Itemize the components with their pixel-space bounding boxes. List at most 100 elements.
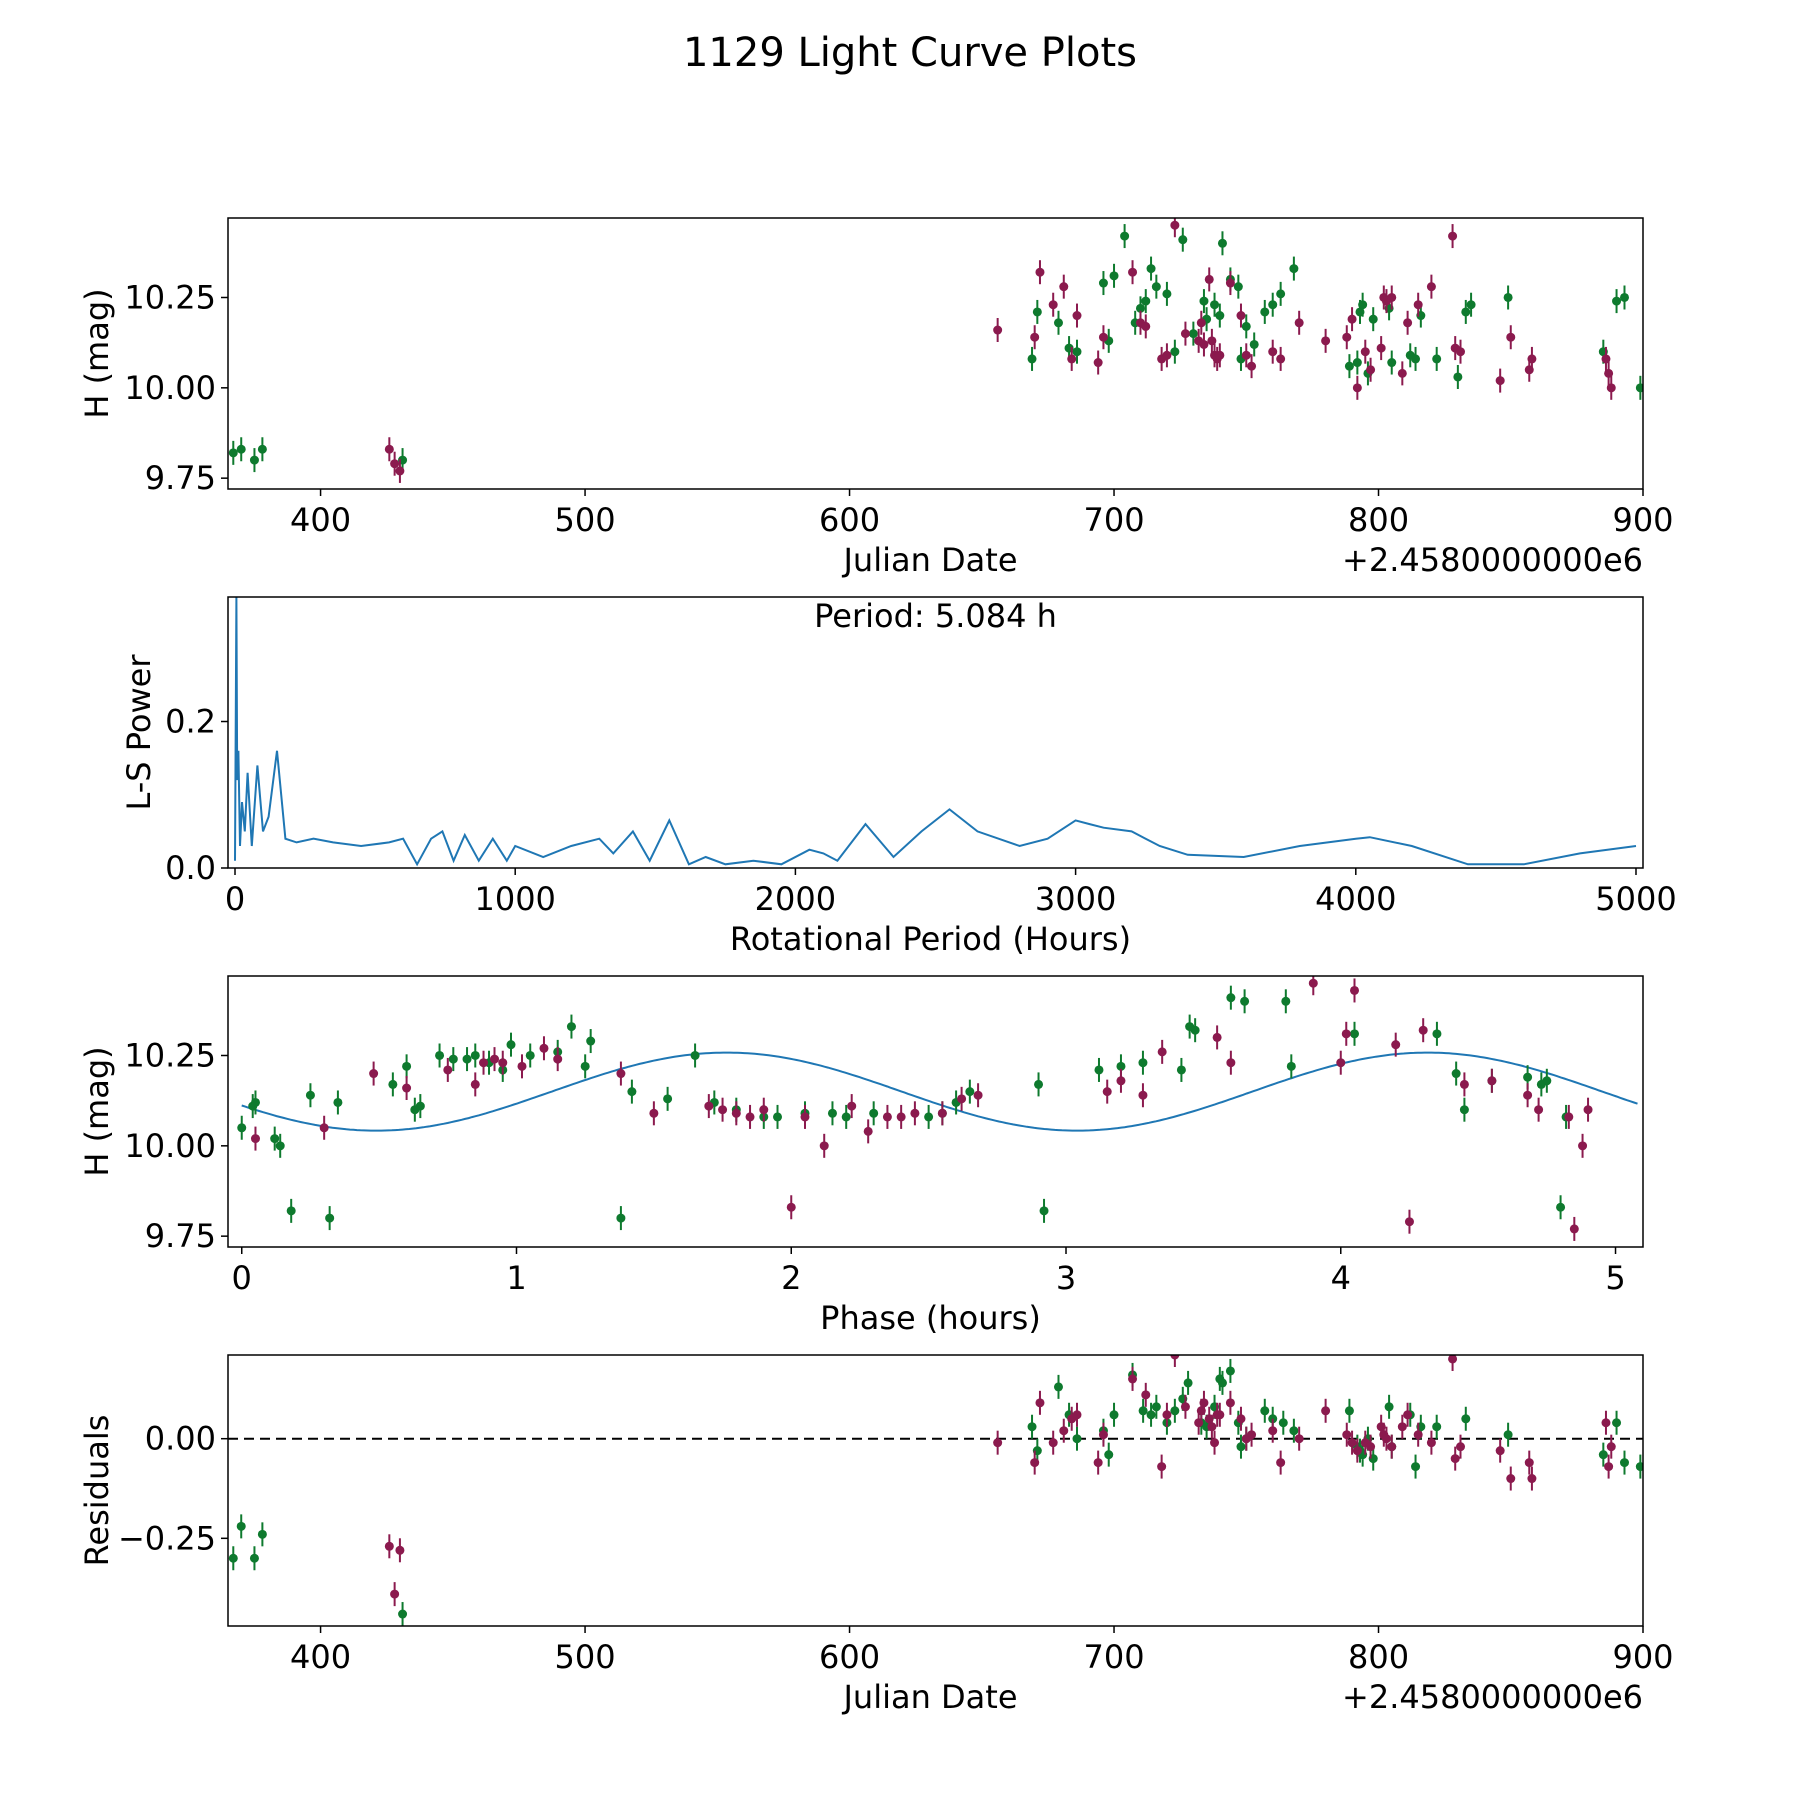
data-point (1199, 1398, 1209, 1408)
y-tick-label: −0.25 (118, 1519, 216, 1557)
data-point (1524, 1458, 1534, 1468)
data-point (1162, 289, 1172, 299)
data-point (1384, 1402, 1394, 1412)
data-point (1027, 354, 1037, 364)
data-point (993, 325, 1003, 335)
x-axis-label: Julian Date (841, 1678, 1017, 1716)
data-point (1403, 318, 1413, 328)
data-point (1448, 1355, 1458, 1364)
data-point (257, 1529, 267, 1539)
data-point (1381, 1434, 1391, 1444)
x-tick-label: 700 (1083, 1638, 1144, 1676)
data-point (250, 1134, 260, 1144)
data-point (1225, 278, 1235, 288)
data-point (1241, 350, 1251, 360)
data-point (1098, 332, 1108, 342)
data-point (924, 1112, 934, 1122)
data-point (1128, 267, 1138, 277)
data-point (448, 1054, 458, 1064)
data-point (863, 1126, 873, 1136)
data-point (1183, 1378, 1193, 1388)
data-point (539, 1043, 549, 1053)
y-axis-label: H (mag) (78, 1046, 116, 1176)
data-point (1210, 300, 1220, 310)
data-point (1199, 339, 1209, 349)
data-point (896, 1112, 906, 1122)
data-point (1098, 1430, 1108, 1440)
data-point (773, 1112, 783, 1122)
data-point (470, 1079, 480, 1089)
data-point (325, 1213, 335, 1223)
data-point (435, 1050, 445, 1060)
y-axis-label: H (mag) (78, 288, 116, 418)
data-point (1141, 321, 1151, 331)
data-point (470, 1050, 480, 1060)
data-point (1094, 1065, 1104, 1075)
data-point (759, 1105, 769, 1115)
data-point (1059, 1426, 1069, 1436)
x-axis-label: Rotational Period (Hours) (730, 920, 1131, 958)
data-point (566, 1022, 576, 1032)
data-point (388, 1079, 398, 1089)
data-point (1059, 282, 1069, 292)
x-tick-label: 5 (1605, 1259, 1625, 1297)
data-point (1072, 347, 1082, 357)
data-point (1027, 1422, 1037, 1432)
data-point (1128, 1374, 1138, 1384)
data-point (1170, 347, 1180, 357)
data-point (525, 1050, 535, 1060)
data-point (1352, 358, 1362, 368)
data-point (1619, 1458, 1629, 1468)
data-point (690, 1050, 700, 1060)
data-point (1268, 1426, 1278, 1436)
data-point (1109, 1410, 1119, 1420)
data-point (1138, 1058, 1148, 1068)
data-point (1604, 1462, 1614, 1472)
data-point (1215, 311, 1225, 321)
data-point (384, 1541, 394, 1551)
data-point (1032, 307, 1042, 317)
data-point (1240, 996, 1250, 1006)
data-point (1404, 1217, 1414, 1227)
data-point (1204, 274, 1214, 284)
x-offset-label: +2.4580000000e6 (1342, 541, 1643, 579)
y-tick-label: 0.0 (165, 849, 216, 887)
data-point (1456, 347, 1466, 357)
axes-frame (227, 596, 1644, 869)
data-point (1413, 1430, 1423, 1440)
data-point (1170, 1406, 1180, 1416)
data-point (1432, 354, 1442, 364)
data-point (1225, 1398, 1235, 1408)
data-point (1459, 1079, 1469, 1089)
data-point (506, 1040, 516, 1050)
data-point (236, 1521, 246, 1531)
y-tick-label: 10.25 (124, 278, 216, 316)
data-point (1276, 354, 1286, 364)
subplot-2: 0 1000 2000 3000 4000 5000 0.0 0.2 Rotational Pe… (120, 596, 1677, 958)
data-point (1170, 1355, 1180, 1360)
data-point (490, 1054, 500, 1064)
data-point (1366, 1442, 1376, 1452)
plot-area (237, 976, 1638, 1241)
data-point (1387, 1442, 1397, 1452)
data-point (869, 1108, 879, 1118)
data-point (1606, 383, 1616, 393)
data-point (1347, 314, 1357, 324)
data-point (1487, 1076, 1497, 1086)
data-point (1556, 1202, 1566, 1212)
data-point (1461, 1414, 1471, 1424)
data-point (1635, 383, 1643, 393)
axes-frame (227, 1354, 1644, 1627)
data-point (1098, 278, 1108, 288)
data-point (1278, 1418, 1288, 1428)
data-point (731, 1108, 741, 1118)
data-point (1249, 339, 1259, 349)
y-axis-label: L-S Power (120, 654, 158, 811)
data-point (1039, 1206, 1049, 1216)
data-point (1341, 1029, 1351, 1039)
data-point (1188, 329, 1198, 339)
data-point (1413, 300, 1423, 310)
data-point (819, 1141, 829, 1151)
data-point (910, 1108, 920, 1118)
data-point (1336, 1058, 1346, 1068)
